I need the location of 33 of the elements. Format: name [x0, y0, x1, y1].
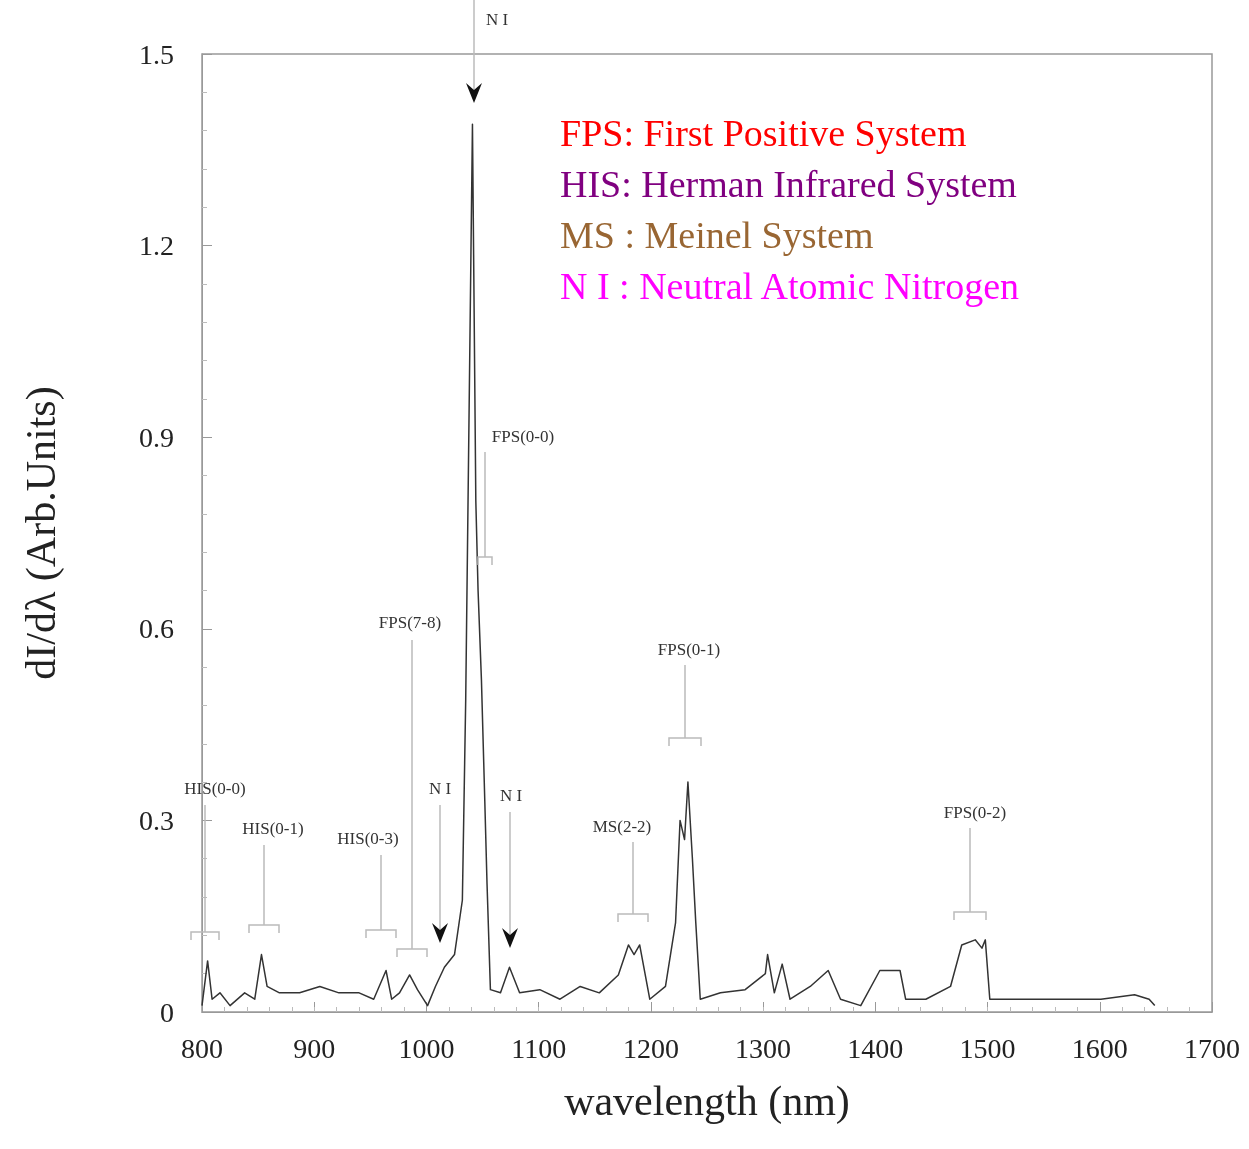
y-tick-label: 0.9 [139, 421, 174, 453]
annotation: HIS(0-0) [184, 778, 246, 798]
annotation: FPS(0-2) [943, 802, 1007, 822]
annotation: FPS(0-1) [657, 639, 721, 659]
annotation: MS : Meinel System [560, 214, 874, 256]
x-axis-title: wavelength (nm) [564, 1078, 850, 1125]
x-tick-label: 1100 [511, 1032, 567, 1064]
annotation: HIS(0-3) [337, 828, 399, 848]
x-tick-label: 1500 [959, 1032, 1016, 1064]
annotation: N I : Neutral Atomic Nitrogen [560, 265, 1020, 307]
annotation: N I [428, 778, 452, 798]
y-axis-title: dI/dλ (Arb.Units) [18, 386, 65, 680]
y-tick-label: 1.2 [139, 230, 174, 262]
annotation: HIS(0-1) [242, 818, 304, 838]
annotation: MS(2-2) [592, 816, 652, 836]
x-tick-label: 1700 [1184, 1032, 1240, 1064]
x-tick-label: 900 [293, 1032, 336, 1064]
annotation: HIS: Herman Infrared System [560, 163, 1017, 205]
text: N I [485, 9, 509, 29]
x-tick-label: 1400 [847, 1032, 904, 1064]
annotation: FPS: First Positive System [560, 112, 967, 154]
y-tick-label: 0.3 [139, 804, 174, 836]
x-tick-label: 1200 [622, 1032, 679, 1064]
annotation: FPS(0-0) [491, 426, 555, 446]
annotation: FPS(7-8) [378, 612, 442, 632]
annotation: N I [499, 785, 523, 805]
y-tick-label: 1.5 [139, 38, 174, 70]
y-tick-label: 0 [160, 996, 174, 1028]
x-tick-label: 1000 [398, 1032, 455, 1064]
y-tick-label: 0.6 [139, 613, 174, 645]
x-tick-label: 1300 [735, 1032, 792, 1064]
x-tick-label: 1600 [1071, 1032, 1128, 1064]
x-tick-label: 800 [181, 1032, 223, 1064]
